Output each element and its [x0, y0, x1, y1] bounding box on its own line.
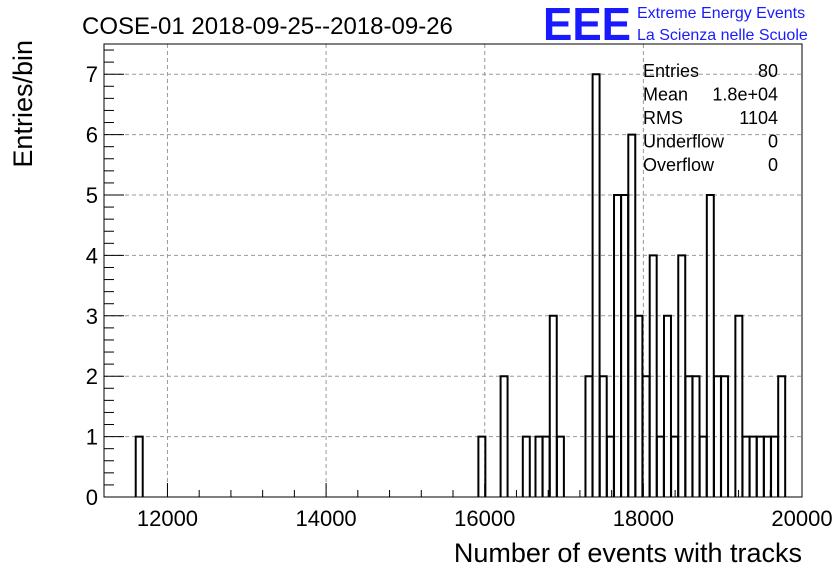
x-axis-label: Number of events with tracks: [454, 538, 802, 568]
stats-label: Entries: [643, 61, 699, 81]
histogram-bin: [620, 194, 630, 497]
y-tick-label: 3: [86, 304, 98, 329]
grid-lines: [104, 44, 802, 497]
histogram-bin: [755, 435, 765, 497]
histogram-bin: [634, 314, 644, 497]
eee-logo: EEE Extreme Energy Events La Scienza nel…: [543, 0, 808, 50]
logo-line-1: Extreme Energy Events: [637, 5, 805, 22]
plot-frame: [103, 43, 803, 498]
y-tick-label: 5: [86, 183, 98, 208]
stats-label: Mean: [643, 85, 688, 105]
histogram-bin: [534, 435, 544, 497]
histogram-bin: [605, 435, 615, 497]
histogram-bin: [698, 435, 708, 497]
x-tick-label: 20000: [771, 506, 832, 531]
chart-title: COSE-01 2018-09-25--2018-09-26: [82, 13, 453, 40]
stats-label: Overflow: [643, 155, 715, 175]
x-tick-label: 16000: [454, 506, 515, 531]
x-tick-label: 18000: [613, 506, 674, 531]
x-tick-label: 14000: [295, 506, 356, 531]
stats-box: Entries 80 Mean 1.8e+04 RMS 1104 Underflow 0 Ove…: [643, 61, 778, 175]
histogram-bin: [499, 375, 509, 497]
histogram-bin: [741, 435, 751, 497]
y-tick-label: 6: [86, 123, 98, 148]
logo-line-2: La Scienza nelle Scuole: [637, 27, 808, 44]
x-tick-label: 12000: [137, 506, 198, 531]
y-tick-label: 1: [86, 425, 98, 450]
histogram-bin: [734, 314, 744, 497]
logo-mark: EEE: [543, 0, 631, 50]
stats-value: 80: [758, 61, 778, 81]
histogram-bin: [555, 435, 565, 497]
histogram-bin: [591, 73, 601, 497]
histogram-bin: [762, 435, 772, 497]
histogram-bin: [134, 435, 144, 497]
stats-value: 0: [768, 132, 778, 152]
histogram-bin: [705, 194, 715, 497]
histogram-bin: [648, 254, 658, 497]
y-tick-label: 2: [86, 364, 98, 389]
histogram-bin: [777, 375, 787, 497]
histogram-bin: [541, 435, 551, 497]
y-tick-label: 7: [86, 62, 98, 87]
histogram-bin: [662, 314, 672, 497]
stats-value: 0: [768, 155, 778, 175]
histogram-bin: [670, 435, 680, 497]
histogram-bin: [521, 435, 531, 497]
stats-label: RMS: [643, 108, 683, 128]
y-tick-label: 4: [86, 243, 98, 268]
histogram-bin: [655, 435, 665, 497]
histogram-bin: [720, 375, 730, 497]
histogram-bin: [613, 194, 622, 497]
histogram-bin: [770, 435, 780, 497]
y-tick-label: 0: [86, 485, 98, 510]
histogram-bars: [134, 73, 787, 497]
histogram-bin: [548, 314, 558, 497]
stats-label: Underflow: [643, 132, 725, 152]
histogram-bin: [477, 435, 487, 497]
stats-value: 1104: [739, 108, 778, 128]
stats-value: 1.8e+04: [712, 85, 778, 105]
y-axis-label: Entries/bin: [8, 40, 38, 168]
histogram-bin: [748, 435, 758, 497]
axis-ticks: 12000 14000 16000 18000 20000 0 1 2 3 4 5 6 7: [86, 49, 833, 531]
